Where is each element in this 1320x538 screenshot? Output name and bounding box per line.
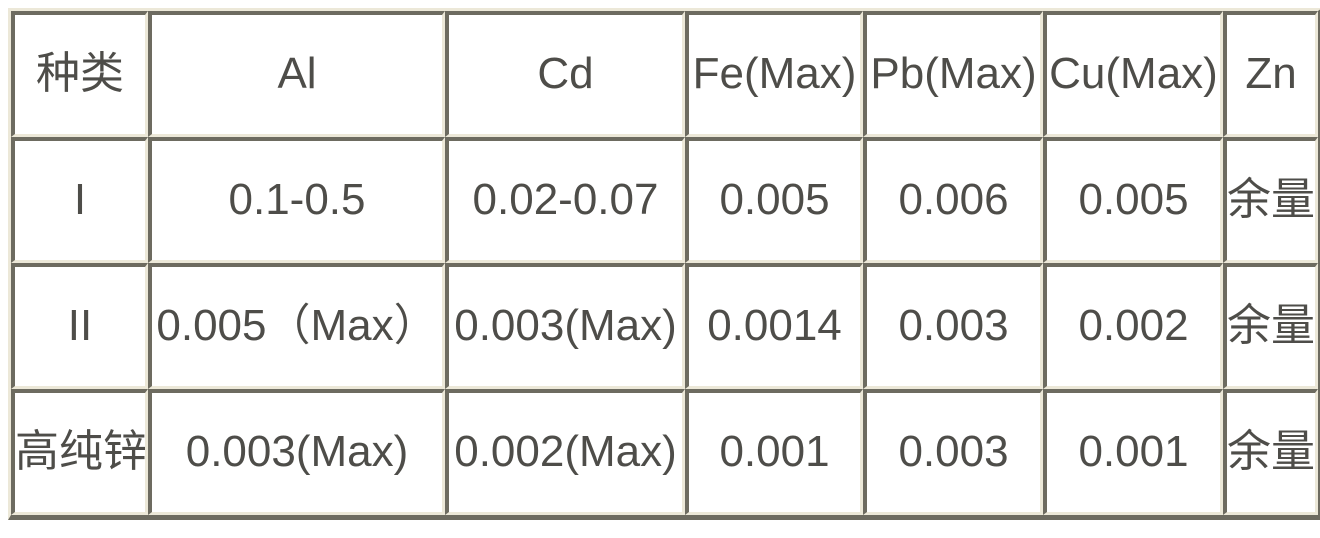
cell-zn-value: 余量 [1223,263,1318,389]
cell-pb-value: 0.003 [863,263,1043,389]
column-header-cd: Cd [445,11,685,137]
column-header-fe-max: Fe(Max) [685,11,863,137]
column-header-type: 种类 [11,11,148,137]
cell-zn-value: 余量 [1223,137,1318,263]
cell-fe-value: 0.0014 [685,263,863,389]
cell-cd-value: 0.002(Max) [445,389,685,515]
zinc-spec-table: 种类 Al Cd Fe(Max) Pb(Max) Cu(Max) Zn I 0.… [8,8,1320,520]
cell-fe-value: 0.001 [685,389,863,515]
table-row-grade-1: I 0.1-0.5 0.02-0.07 0.005 0.006 0.005 余量 [11,137,1318,263]
cell-grade-label: I [11,137,148,263]
cell-cu-value: 0.005 [1043,137,1223,263]
column-header-pb-max: Pb(Max) [863,11,1043,137]
column-header-al: Al [148,11,445,137]
table-row-grade-2: II 0.005（Max） 0.003(Max) 0.0014 0.003 0.… [11,263,1318,389]
cell-grade-label: 高纯锌 [11,389,148,515]
cell-cd-value: 0.003(Max) [445,263,685,389]
cell-cu-value: 0.001 [1043,389,1223,515]
cell-cu-value: 0.002 [1043,263,1223,389]
cell-grade-label: II [11,263,148,389]
table-row-high-purity-zinc: 高纯锌 0.003(Max) 0.002(Max) 0.001 0.003 0.… [11,389,1318,515]
column-header-cu-max: Cu(Max) [1043,11,1223,137]
cell-al-value: 0.1-0.5 [148,137,445,263]
cell-zn-value: 余量 [1223,389,1318,515]
cell-al-value: 0.003(Max) [148,389,445,515]
cell-pb-value: 0.003 [863,389,1043,515]
cell-fe-value: 0.005 [685,137,863,263]
cell-al-value: 0.005（Max） [148,263,445,389]
cell-pb-value: 0.006 [863,137,1043,263]
table-header-row: 种类 Al Cd Fe(Max) Pb(Max) Cu(Max) Zn [11,11,1318,137]
column-header-zn: Zn [1223,11,1318,137]
cell-cd-value: 0.02-0.07 [445,137,685,263]
